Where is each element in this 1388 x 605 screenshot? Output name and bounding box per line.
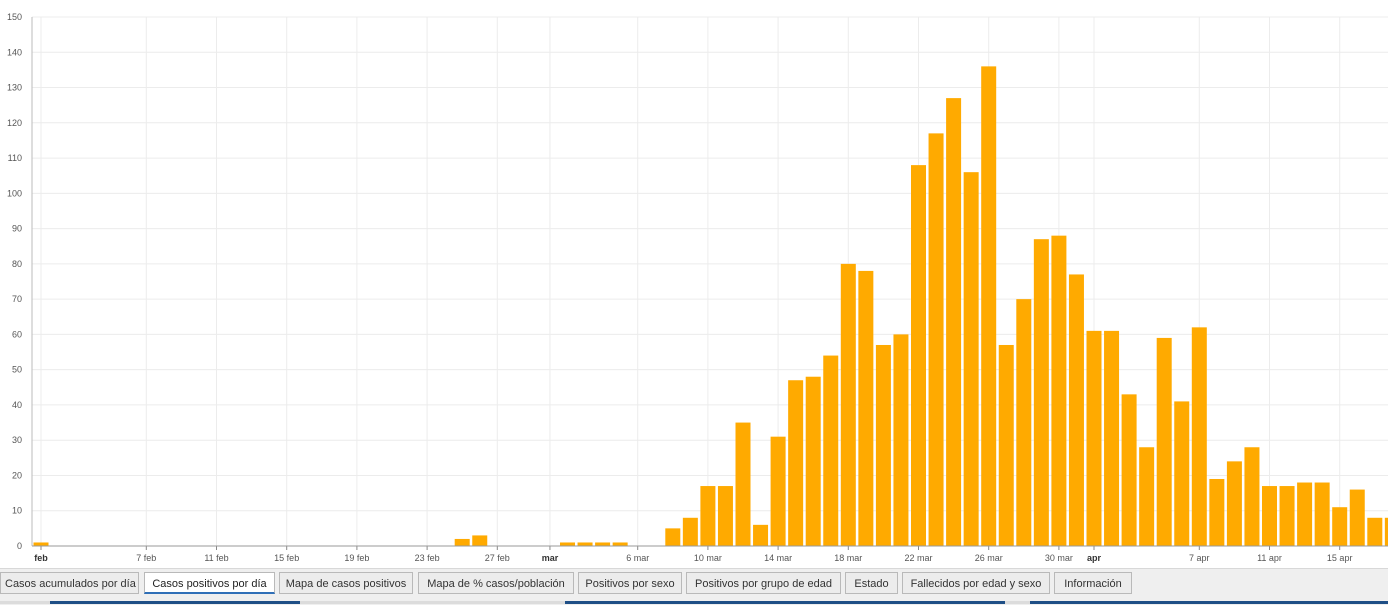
y-tick-label: 100 xyxy=(7,188,22,198)
bar[interactable] xyxy=(560,542,575,546)
y-tick-label: 70 xyxy=(12,294,22,304)
y-tick-label: 0 xyxy=(17,541,22,551)
bar[interactable] xyxy=(788,380,803,546)
tab-positivos-grupo-edad[interactable]: Positivos por grupo de edad xyxy=(686,572,841,594)
bars xyxy=(34,66,1388,546)
x-tick-label: 18 mar xyxy=(834,553,862,563)
x-tick-label: 7 feb xyxy=(136,553,156,563)
x-tick-label: 7 apr xyxy=(1189,553,1210,563)
tab-bar: Casos acumulados por día Casos positivos… xyxy=(0,568,1388,605)
bar[interactable] xyxy=(1069,274,1084,546)
bar-chart: 0 10 20 30 40 50 60 70 80 90 100 110 120 130 140 150 feb… xyxy=(0,0,1388,568)
bar[interactable] xyxy=(893,334,908,546)
bar[interactable] xyxy=(806,377,821,546)
bar[interactable] xyxy=(578,542,593,546)
bar[interactable] xyxy=(1174,401,1189,546)
x-tick-label: 30 mar xyxy=(1045,553,1073,563)
bar[interactable] xyxy=(1315,483,1330,546)
bar[interactable] xyxy=(1087,331,1102,546)
bar[interactable] xyxy=(1350,490,1365,546)
x-tick-label: 27 feb xyxy=(485,553,510,563)
bar[interactable] xyxy=(999,345,1014,546)
bar[interactable] xyxy=(1122,394,1137,546)
x-tick-label: 11 feb xyxy=(204,553,228,563)
y-tick-label: 120 xyxy=(7,118,22,128)
bar[interactable] xyxy=(1209,479,1224,546)
x-tick-label: 11 apr xyxy=(1257,553,1282,563)
y-tick-label: 10 xyxy=(12,506,22,516)
bar[interactable] xyxy=(700,486,715,546)
y-tick-label: 110 xyxy=(8,153,22,163)
bar[interactable] xyxy=(472,535,487,546)
bar[interactable] xyxy=(455,539,470,546)
bar[interactable] xyxy=(1332,507,1347,546)
bar[interactable] xyxy=(929,133,944,546)
bar[interactable] xyxy=(1051,236,1066,546)
bar[interactable] xyxy=(718,486,733,546)
bar[interactable] xyxy=(1367,518,1382,546)
tab-mapa-casos-positivos[interactable]: Mapa de casos positivos xyxy=(279,572,413,594)
tab-positivos-sexo[interactable]: Positivos por sexo xyxy=(578,572,682,594)
bar[interactable] xyxy=(665,528,680,546)
bar[interactable] xyxy=(1227,461,1242,546)
y-tick-label: 140 xyxy=(7,47,22,57)
bar[interactable] xyxy=(858,271,873,546)
bar[interactable] xyxy=(1192,327,1207,546)
y-tick-label: 20 xyxy=(12,470,22,480)
y-tick-label: 150 xyxy=(7,12,22,22)
tab-mapa-porcentaje-casos[interactable]: Mapa de % casos/población xyxy=(418,572,574,594)
x-tick-label: mar xyxy=(542,553,559,563)
x-tick-label: 26 mar xyxy=(975,553,1003,563)
tab-casos-positivos[interactable]: Casos positivos por día xyxy=(144,572,275,594)
bar[interactable] xyxy=(736,423,751,546)
tab-casos-acumulados[interactable]: Casos acumulados por día xyxy=(0,572,139,594)
bar[interactable] xyxy=(1104,331,1119,546)
bar[interactable] xyxy=(771,437,786,546)
y-tick-label: 50 xyxy=(12,365,22,375)
bar[interactable] xyxy=(1244,447,1259,546)
x-tick-label: 19 feb xyxy=(344,553,369,563)
bar[interactable] xyxy=(1297,483,1312,546)
x-tick-label: 14 mar xyxy=(764,553,792,563)
y-tick-label: 130 xyxy=(7,83,22,93)
bar[interactable] xyxy=(1016,299,1031,546)
bar[interactable] xyxy=(1157,338,1172,546)
bar[interactable] xyxy=(841,264,856,546)
x-tick-label: 6 mar xyxy=(626,553,649,563)
bar[interactable] xyxy=(911,165,926,546)
x-tick-label: 10 mar xyxy=(694,553,722,563)
bar[interactable] xyxy=(946,98,961,546)
x-tick-label: 23 feb xyxy=(415,553,440,563)
bar[interactable] xyxy=(595,542,610,546)
tab-fallecidos-edad-sexo[interactable]: Fallecidos por edad y sexo xyxy=(902,572,1050,594)
x-tick-label: apr xyxy=(1087,553,1102,563)
bar[interactable] xyxy=(1034,239,1049,546)
bar[interactable] xyxy=(964,172,979,546)
y-tick-label: 60 xyxy=(12,329,22,339)
bar[interactable] xyxy=(34,542,49,546)
y-tick-label: 80 xyxy=(12,259,22,269)
y-tick-label: 90 xyxy=(12,224,22,234)
bar[interactable] xyxy=(981,66,996,546)
bar[interactable] xyxy=(1280,486,1295,546)
x-tick-label: 15 feb xyxy=(274,553,299,563)
x-tick-label: 22 mar xyxy=(904,553,932,563)
bar[interactable] xyxy=(683,518,698,546)
bar[interactable] xyxy=(1262,486,1277,546)
tab-estado[interactable]: Estado xyxy=(845,572,898,594)
bar[interactable] xyxy=(876,345,891,546)
bar[interactable] xyxy=(613,542,628,546)
y-tick-label: 30 xyxy=(12,435,22,445)
bar[interactable] xyxy=(823,356,838,546)
bar[interactable] xyxy=(753,525,768,546)
x-tick-label: feb xyxy=(34,553,48,563)
tab-informacion[interactable]: Información xyxy=(1054,572,1132,594)
x-tick-label: 15 apr xyxy=(1327,553,1353,563)
y-tick-label: 40 xyxy=(12,400,22,410)
bar[interactable] xyxy=(1139,447,1154,546)
